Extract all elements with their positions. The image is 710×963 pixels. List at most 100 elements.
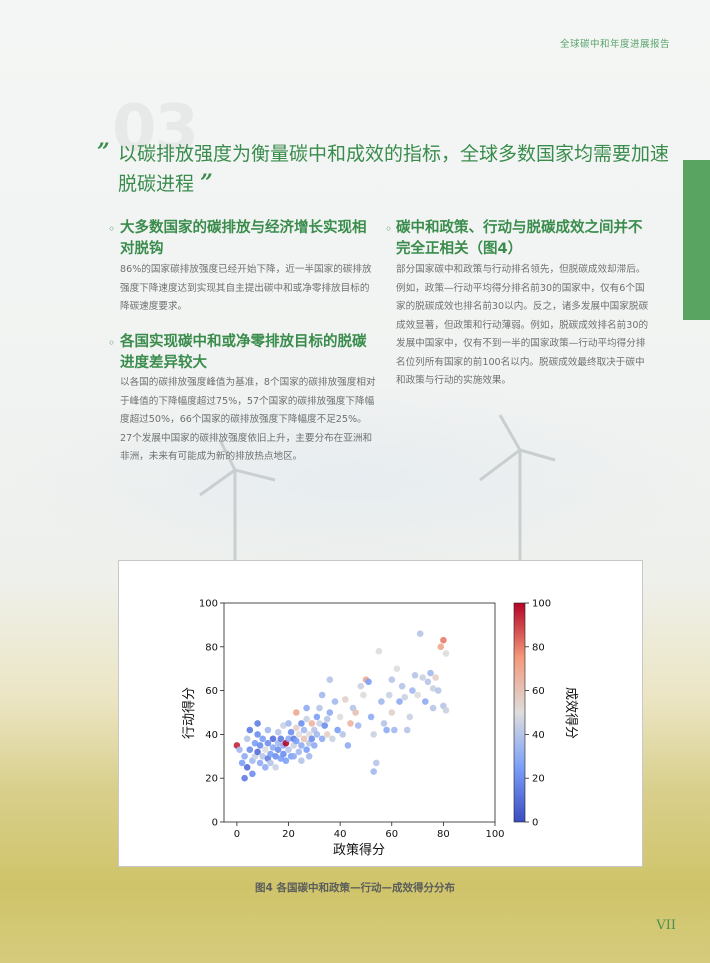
subsection-title: 大多数国家的碳排放与经济增长实现相对脱钩 xyxy=(120,220,367,257)
scatter-point xyxy=(282,757,290,764)
scatter-point xyxy=(378,698,385,705)
scatter-point xyxy=(365,678,372,686)
tick-label: 40 xyxy=(532,730,545,741)
section-headline: 以碳排放强度为衡量碳中和成效的指标，全球多数国家均需要加速脱碳进程 ” xyxy=(118,140,678,199)
scatter-point xyxy=(383,726,390,734)
wind-turbine-silhouette xyxy=(199,440,276,560)
scatter-point xyxy=(442,707,450,714)
scatter-point xyxy=(318,691,326,699)
scatter-point xyxy=(251,739,259,747)
scatter-point xyxy=(419,674,427,681)
scatter-point xyxy=(344,742,352,749)
y-axis-label: 行动得分 xyxy=(181,687,197,739)
scatter-point xyxy=(440,636,447,644)
tick-label: 20 xyxy=(205,774,218,785)
scatter-point xyxy=(256,759,264,767)
scatter-point xyxy=(246,726,254,734)
scatter-point xyxy=(285,720,292,727)
scatter-point xyxy=(442,650,450,657)
tick-label: 20 xyxy=(532,774,545,785)
scatter-point xyxy=(238,759,246,767)
scatter-point xyxy=(427,669,434,677)
tick-label: 20 xyxy=(282,829,295,840)
scatter-point xyxy=(264,726,272,734)
scatter-point xyxy=(360,691,367,699)
tick-label: 100 xyxy=(485,829,504,840)
scatter-point xyxy=(373,759,380,767)
scatter-point xyxy=(293,724,300,732)
scatter-point xyxy=(298,757,305,764)
scatter-point xyxy=(254,720,261,727)
subsection-title: 各国实现碳中和或净零排放目标的脱碳进度差异较大 xyxy=(120,334,367,371)
page-number: VII xyxy=(656,918,676,933)
scatter-point xyxy=(316,720,323,727)
scatter-point xyxy=(393,665,401,672)
scatter-point xyxy=(246,746,254,753)
scatter-point xyxy=(267,759,274,767)
scatter-point xyxy=(262,746,269,753)
scatter-point xyxy=(303,715,310,723)
scatter-point xyxy=(352,709,359,716)
scatter-point xyxy=(293,737,300,745)
scatter-point xyxy=(300,735,308,743)
scatter-point xyxy=(409,687,416,694)
scatter-point xyxy=(318,735,326,743)
scatter-point xyxy=(437,643,445,651)
tick-label: 100 xyxy=(532,599,551,610)
plot-area xyxy=(223,602,496,823)
report-header-title: 全球碳中和年度进展报告 xyxy=(559,39,670,50)
scatter-point xyxy=(241,753,248,760)
scatter-point xyxy=(272,764,279,771)
colorbar xyxy=(513,602,526,823)
scatter-point xyxy=(272,753,279,760)
scatter-point xyxy=(357,682,365,690)
scatter-point xyxy=(375,647,383,655)
tick-label: 60 xyxy=(532,686,545,697)
scatter-point xyxy=(256,742,264,749)
scatter-point xyxy=(323,715,331,723)
scatter-point xyxy=(290,753,297,760)
scatter-point xyxy=(274,746,282,753)
scatter-point xyxy=(391,726,398,734)
colorbar-label: 成效得分 xyxy=(563,687,579,739)
scatter-point xyxy=(243,764,251,771)
scatter-point xyxy=(331,698,339,705)
tick-label: 80 xyxy=(437,829,450,840)
subsection-body: 以各国的碳排放强度峰值为基准，8个国家的碳排放强度相对于峰值的下降幅度超过75%… xyxy=(120,377,376,462)
tick-label: 40 xyxy=(205,730,218,741)
scatter-point xyxy=(293,709,300,716)
tick-label: 0 xyxy=(234,829,240,840)
scatter-point xyxy=(422,698,429,705)
scatter-point xyxy=(429,704,437,712)
scatter-point xyxy=(326,709,334,716)
scatter-point xyxy=(313,713,321,721)
scatter-point xyxy=(416,630,424,637)
scatter-point xyxy=(262,764,269,771)
chapter-side-tab xyxy=(683,160,710,320)
scatter-point xyxy=(303,704,310,712)
bullet-icon: ◦ xyxy=(108,222,116,236)
tick-label: 0 xyxy=(212,818,218,829)
scatter-point xyxy=(280,722,287,729)
scatter-point xyxy=(370,768,377,775)
scatter-point xyxy=(347,720,354,727)
scatter-point xyxy=(241,774,248,782)
scatter-point xyxy=(411,672,419,679)
scatter-point xyxy=(267,750,274,758)
scatter-point xyxy=(380,720,388,727)
scatter-point xyxy=(414,691,421,699)
scatter-point xyxy=(432,674,439,681)
scatter-point xyxy=(259,735,266,743)
scatter-point xyxy=(367,713,375,721)
scatter-point xyxy=(274,728,282,736)
scatter-point xyxy=(434,687,442,694)
scatter-point xyxy=(429,685,437,692)
scatter-point xyxy=(396,698,403,705)
bullet-icon: ◦ xyxy=(385,222,393,236)
scatter-point xyxy=(264,739,272,747)
scatter-point xyxy=(354,722,362,729)
scatter-point xyxy=(295,748,303,756)
tick-label: 0 xyxy=(532,818,538,829)
scatter-point xyxy=(243,735,251,743)
